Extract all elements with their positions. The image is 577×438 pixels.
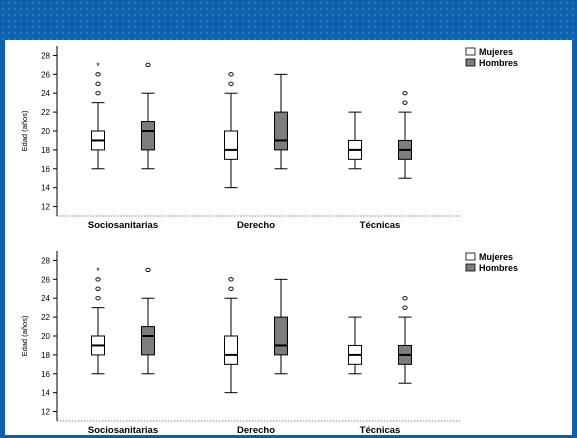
box-hombres-0 [141,267,155,375]
legend-label: Hombres [479,58,518,68]
y-tick-label: 16 [41,165,50,174]
y-tick-label: 12 [41,408,50,417]
y-axis-title: Edad (años) [20,110,29,151]
box-iqr-rect [141,121,155,151]
box-mujeres-0: * [91,61,105,170]
extreme-point: * [96,61,100,71]
legend-label: Mujeres [479,252,513,262]
box-iqr-rect [141,326,155,356]
box-iqr-rect [224,335,238,365]
legend-swatch [465,263,476,272]
box-mujeres-0: * [91,266,105,375]
box-hombres-1 [274,278,288,375]
outlier-point [95,296,101,301]
boxplot-chart-bottom: 12 14 16 18 20 22 24 26 28 Edad (años) Sociosanita… [20,251,518,435]
x-category-label: Sociosanitarias [88,425,158,435]
box-hombres-2 [398,296,412,384]
y-tick-label: 28 [41,256,50,265]
y-tick-label: 18 [41,351,50,360]
y-tick-label: 28 [41,51,50,60]
outlier-point [145,62,151,68]
outlier-point [228,81,234,86]
x-category-label: Derecho [237,220,275,230]
y-tick-label: 20 [41,332,50,341]
y-axis-title: Edad (años) [20,315,29,356]
box-hombres-2 [398,91,412,179]
chart-panel: 12 14 16 18 20 22 24 26 28 Edad (años) Sociosanita… [5,40,572,435]
y-tick-label: 26 [41,70,50,79]
box-mujeres-1 [224,277,238,394]
box-iqr-rect [274,111,288,151]
y-tick-label: 14 [41,184,50,193]
outlier-point [402,296,408,301]
outlier-point [95,72,101,77]
box-iqr-rect [274,316,288,356]
legend-swatch [465,47,476,56]
header-band [0,0,577,40]
outlier-point [228,286,234,291]
legend-label: Hombres [479,263,518,273]
box-mujeres-2 [348,316,362,375]
x-category-label: Técnicas [360,220,401,230]
legend-swatch [465,58,476,67]
outlier-point [95,286,101,291]
legend-label: Mujeres [479,47,513,57]
outlier-point [95,81,101,86]
y-tick-label: 12 [41,203,50,212]
box-hombres-0 [141,62,155,170]
y-tick-label: 16 [41,370,50,379]
y-tick-label: 22 [41,313,50,322]
extreme-point: * [96,266,100,276]
x-category-label: Derecho [237,425,275,435]
y-tick-label: 18 [41,146,50,155]
box-mujeres-1 [224,72,238,189]
outlier-point [228,277,234,282]
legend-swatch [465,252,476,261]
outlier-point [228,72,234,77]
outlier-point [95,277,101,282]
y-tick-label: 24 [41,294,50,303]
box-mujeres-2 [348,111,362,170]
y-tick-label: 20 [41,127,50,136]
y-tick-label: 22 [41,108,50,117]
y-tick-label: 26 [41,275,50,284]
x-category-label: Sociosanitarias [88,220,158,230]
outlier-point [95,91,101,96]
outlier-point [402,91,408,96]
box-hombres-1 [274,73,288,170]
y-tick-label: 24 [41,89,50,98]
outlier-point [402,305,408,310]
box-iqr-rect [224,130,238,160]
y-tick-label: 14 [41,389,50,398]
outlier-point [145,267,151,273]
outlier-point [402,100,408,105]
boxplot-chart-top: 12 14 16 18 20 22 24 26 28 Edad (años) Sociosanita… [20,46,518,230]
x-category-label: Técnicas [360,425,401,435]
